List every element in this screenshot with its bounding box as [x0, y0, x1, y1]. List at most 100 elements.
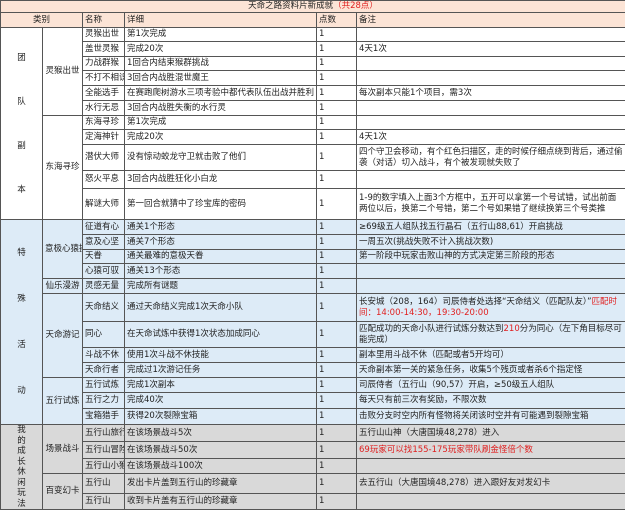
category-cell: 我的成长休闲玩法 — [1, 425, 43, 510]
achievement-detail: 在该场景战斗100次 — [125, 459, 317, 474]
achievement-points: 1 — [317, 101, 357, 116]
achievement-detail: 通关7个形态 — [125, 235, 317, 250]
achievement-detail: 在该场景战斗50次 — [125, 442, 317, 459]
achievement-note: 五行山山神（大唐国境48,278）进入 — [357, 425, 625, 442]
achievement-name: 盖世灵猴 — [83, 42, 125, 57]
note-text: 每天只有前三次有奖励，不限次数 — [359, 395, 487, 405]
note-text: 五行山山神（大唐国境48,278）进入 — [359, 428, 499, 438]
achievement-note: 匹配成功的天命小队进行试炼分数达到210分为同心（左下角目标尽可能完成） — [357, 322, 625, 348]
achievement-detail: 3回合内战胜失衡的水行灵 — [125, 101, 317, 116]
achievement-note: 四个守卫会移动，有个红色扫描区，走的时候仔细点绕到背后，通过偷袭（对话）切入战斗… — [357, 145, 625, 171]
note-text: 去五行山（大唐国境48,278）进入跟好友对发幻卡 — [359, 478, 550, 488]
achievement-detail: 1回合内结束猴群挑战 — [125, 57, 317, 71]
achievement-points: 1 — [317, 28, 357, 42]
achievement-note — [357, 279, 625, 294]
achievement-name: 五行山 — [83, 494, 125, 510]
achievement-name: 不打不相识 — [83, 71, 125, 86]
achievement-points: 1 — [317, 57, 357, 71]
group-cell: 东海寻珍 — [43, 116, 83, 220]
achievement-note — [357, 264, 625, 279]
achievement-note: 69玩家可以找155-175玩家带队刷金怪倍个数 — [357, 442, 625, 459]
achievement-note: 一周五次(挑战失败不计入挑战次数) — [357, 235, 625, 250]
note-text: 第一阶段中玩家击败山神的方式决定第三阶段的形态 — [359, 251, 555, 261]
achievement-name: 征道有心 — [83, 220, 125, 235]
achievement-note — [357, 171, 625, 189]
group-cell: 百变幻卡 — [43, 474, 83, 510]
group-cell: 天命游记 — [43, 294, 83, 378]
achievement-name: 五行山小猴 — [83, 459, 125, 474]
achievement-name: 水行无忌 — [83, 101, 125, 116]
achievement-note: ≥69级五人组队找五行晶石（五行山88,61）开启挑战 — [357, 220, 625, 235]
achievement-note: 击败分支时空内所有怪物将关闭该时空并有可能遇到裂隙宝箱 — [357, 409, 625, 425]
achievement-points: 1 — [317, 279, 357, 294]
title-points-total: （共28点） — [333, 1, 378, 11]
achievement-name: 五行试炼 — [83, 378, 125, 393]
achievement-points: 1 — [317, 250, 357, 264]
achievement-name: 东海寻珍 — [83, 116, 125, 130]
achievement-points: 1 — [317, 442, 357, 459]
achievement-points: 1 — [317, 220, 357, 235]
achievement-points: 1 — [317, 235, 357, 250]
achievement-note: 1-9的数字填入上面3个方框中，五开可以拿第一个号试错，试出前面两位以后，换第二… — [357, 189, 625, 220]
note-text: ≥69级五人组队找五行晶石（五行山88,61）开启挑战 — [359, 222, 563, 232]
achievement-detail: 通关1个形态 — [125, 220, 317, 235]
achievement-note — [357, 57, 625, 71]
achievement-points: 1 — [317, 425, 357, 442]
achievement-detail: 通过天命结义完成1次天命小队 — [125, 294, 317, 322]
table-row: 特殊活动意极心猿挑战征道有心通关1个形态1≥69级五人组队找五行晶石（五行山88… — [1, 220, 625, 235]
achievement-note — [357, 116, 625, 130]
achievement-name: 斗战不休 — [83, 348, 125, 363]
achievement-detail: 第一回合就猜中了珍宝库的密码 — [125, 189, 317, 220]
note-text: 天命副本第一关的紧急任务，收集5个残页或者杀6个指定怪 — [359, 365, 582, 375]
group-cell: 五行试炼 — [43, 378, 83, 425]
achievement-detail: 在赛跑爬树游水三项考验中都代表队伍出战并胜利 — [125, 86, 317, 101]
achievement-detail: 使用1次斗战不休技能 — [125, 348, 317, 363]
achievement-points: 1 — [317, 409, 357, 425]
achievement-note: 第一阶段中玩家击败山神的方式决定第三阶段的形态 — [357, 250, 625, 264]
achievement-name: 五行山 — [83, 474, 125, 494]
achievement-note — [357, 494, 625, 510]
achievement-note — [357, 28, 625, 42]
achievement-name: 五行山旅行 — [83, 425, 125, 442]
achievement-points: 1 — [317, 264, 357, 279]
achievement-detail: 第1次完成 — [125, 116, 317, 130]
note-highlight: 69玩家可以找155-175玩家带队刷金怪倍个数 — [359, 445, 533, 455]
note-text: 匹配成功的天命小队进行试炼分数达到 — [359, 324, 504, 334]
note-text: 击败分支时空内所有怪物将关闭该时空并有可能遇到裂隙宝箱 — [359, 411, 589, 421]
achievement-name: 力战群猴 — [83, 57, 125, 71]
achievement-points: 1 — [317, 71, 357, 86]
note-text: 一周五次(挑战失败不计入挑战次数) — [359, 237, 493, 247]
note-text: 长安城（208，164）司辰侍者处选择“天命结义（匹配队友）” — [359, 297, 592, 307]
header-name: 名称 — [83, 13, 125, 28]
achievement-points: 1 — [317, 494, 357, 510]
table-title: 天命之路资料片新成就（共28点） — [1, 1, 625, 13]
achievement-note: 每天只有前三次有奖励，不限次数 — [357, 393, 625, 409]
header-points: 点数 — [317, 13, 357, 28]
achievement-name: 同心 — [83, 322, 125, 348]
note-text: 1-9的数字填入上面3个方框中，五开可以拿第一个号试错，试出前面两位以后，换第二… — [359, 193, 616, 214]
category-cell: 团队副本 — [1, 28, 43, 220]
achievement-detail: 完成40次 — [125, 393, 317, 409]
achievement-detail: 3回合内战胜混世魔王 — [125, 71, 317, 86]
achievement-detail: 获得20次裂隙宝箱 — [125, 409, 317, 425]
note-text: 4天1次 — [359, 132, 387, 142]
achievement-detail: 完成20次 — [125, 130, 317, 145]
achievement-name: 灵感无量 — [83, 279, 125, 294]
achievement-name: 天命行者 — [83, 363, 125, 378]
achievement-detail: 第1次完成 — [125, 28, 317, 42]
